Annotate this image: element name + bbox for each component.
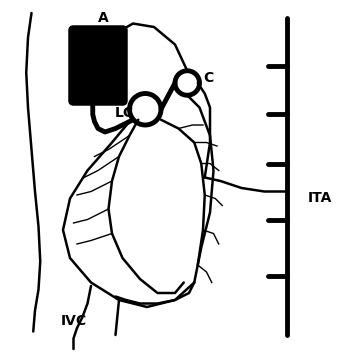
Text: IVC: IVC (61, 314, 86, 328)
Text: ITA: ITA (308, 191, 332, 206)
FancyBboxPatch shape (69, 26, 127, 105)
Text: A: A (98, 11, 108, 25)
Text: C: C (203, 71, 214, 85)
Text: LC: LC (115, 106, 134, 120)
